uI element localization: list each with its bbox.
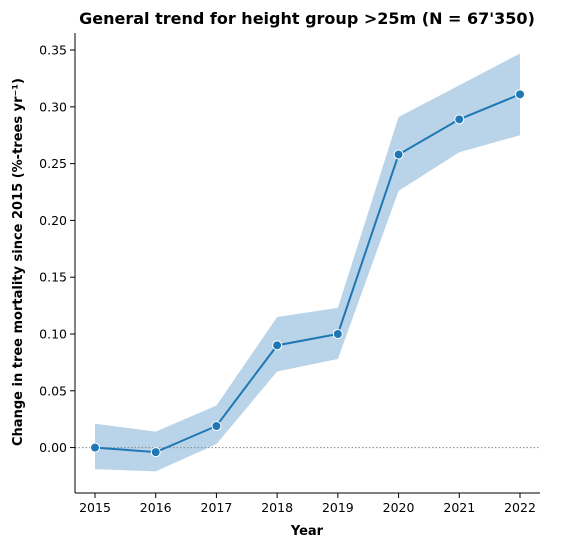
series-line xyxy=(94,93,521,454)
y-tick-label-0.35: 0.35 xyxy=(39,43,67,58)
y-tick-label-0.25: 0.25 xyxy=(39,156,67,171)
data-point-2019 xyxy=(332,328,343,339)
x-tick-label-2019: 2019 xyxy=(322,500,354,515)
x-tick-label-2021: 2021 xyxy=(443,500,475,515)
data-point-2015 xyxy=(90,442,100,453)
data-point-2022 xyxy=(515,89,525,100)
x-tick-label-2022: 2022 xyxy=(504,500,536,515)
y-tick-label-0.30: 0.30 xyxy=(39,99,67,114)
y-tick-label-0.05: 0.05 xyxy=(39,383,67,398)
y-tick-label-0.20: 0.20 xyxy=(39,213,67,228)
data-point-2016 xyxy=(150,447,161,458)
data-point-2020 xyxy=(393,149,404,160)
x-tick-label-2020: 2020 xyxy=(383,500,415,515)
x-tick-label-2017: 2017 xyxy=(201,500,233,515)
confidence-band xyxy=(95,53,520,472)
y-axis-label: Change in tree mortality since 2015 (%-t… xyxy=(11,78,26,446)
chart-title: General trend for height group >25m (N =… xyxy=(79,9,535,28)
y-tick-label-0.10: 0.10 xyxy=(39,326,67,341)
y-tick-label-0.15: 0.15 xyxy=(39,270,67,285)
x-tick-label-2015: 2015 xyxy=(79,500,111,515)
data-point-2021 xyxy=(454,114,465,125)
x-tick-label-2016: 2016 xyxy=(140,500,172,515)
data-point-2017 xyxy=(211,420,222,431)
x-tick-label-2018: 2018 xyxy=(261,500,293,515)
y-tick-label-0.00: 0.00 xyxy=(39,440,67,455)
x-axis-label: Year xyxy=(290,524,324,539)
data-point-2018 xyxy=(272,340,283,351)
